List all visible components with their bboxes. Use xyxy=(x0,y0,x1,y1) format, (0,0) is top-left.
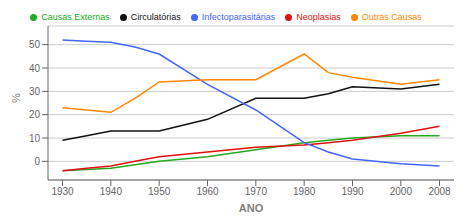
svg-text:ANO: ANO xyxy=(239,202,264,212)
svg-text:%: % xyxy=(10,93,22,103)
svg-text:20: 20 xyxy=(29,109,41,120)
svg-text:40: 40 xyxy=(29,63,41,74)
svg-text:1930: 1930 xyxy=(51,186,74,197)
svg-text:2008: 2008 xyxy=(428,186,451,197)
svg-text:1990: 1990 xyxy=(341,186,364,197)
svg-text:10: 10 xyxy=(29,133,41,144)
html-text:Circulatórias: Circulatórias xyxy=(130,12,181,22)
html-text:Neoplasias: Neoplasias xyxy=(296,12,341,22)
html-text:Infectoparasitárias: Infectoparasitárias xyxy=(201,12,276,22)
svg-text:1970: 1970 xyxy=(245,186,268,197)
svg-text:1940: 1940 xyxy=(100,186,123,197)
svg-text:50: 50 xyxy=(29,39,41,50)
svg-text:2000: 2000 xyxy=(390,186,413,197)
html-text:Causas Externas: Causas Externas xyxy=(41,12,110,22)
svg-text:0: 0 xyxy=(34,156,40,167)
svg-text:30: 30 xyxy=(29,86,41,97)
svg-text:1950: 1950 xyxy=(148,186,171,197)
html-text:Outras Causas: Outras Causas xyxy=(361,12,422,22)
svg-text:1980: 1980 xyxy=(293,186,316,197)
svg-text:1960: 1960 xyxy=(196,186,219,197)
